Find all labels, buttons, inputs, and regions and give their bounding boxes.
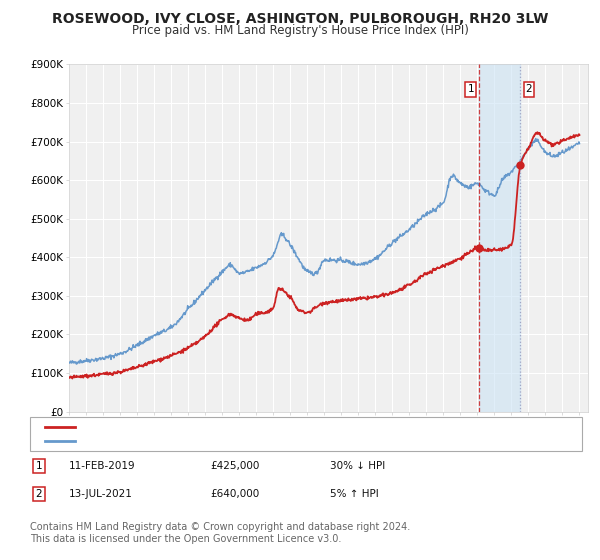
Text: 1: 1 [467,85,474,95]
Text: 11-FEB-2019: 11-FEB-2019 [69,461,136,471]
Text: £640,000: £640,000 [210,489,259,499]
Text: Contains HM Land Registry data © Crown copyright and database right 2024.
This d: Contains HM Land Registry data © Crown c… [30,522,410,544]
Text: 13-JUL-2021: 13-JUL-2021 [69,489,133,499]
Bar [479,64,520,412]
Text: ROSEWOOD, IVY CLOSE, ASHINGTON, PULBOROUGH, RH20 3LW (detached house): ROSEWOOD, IVY CLOSE, ASHINGTON, PULBOROU… [81,422,508,432]
Text: ROSEWOOD, IVY CLOSE, ASHINGTON, PULBOROUGH, RH20 3LW: ROSEWOOD, IVY CLOSE, ASHINGTON, PULBOROU… [52,12,548,26]
Text: 2: 2 [35,489,43,499]
Text: HPI: Average price, detached house, Horsham: HPI: Average price, detached house, Hors… [81,436,321,446]
Text: 1: 1 [35,461,43,471]
Text: 30% ↓ HPI: 30% ↓ HPI [330,461,385,471]
Text: Price paid vs. HM Land Registry's House Price Index (HPI): Price paid vs. HM Land Registry's House … [131,24,469,36]
Text: 5% ↑ HPI: 5% ↑ HPI [330,489,379,499]
Text: £425,000: £425,000 [210,461,259,471]
Text: 2: 2 [526,85,532,95]
